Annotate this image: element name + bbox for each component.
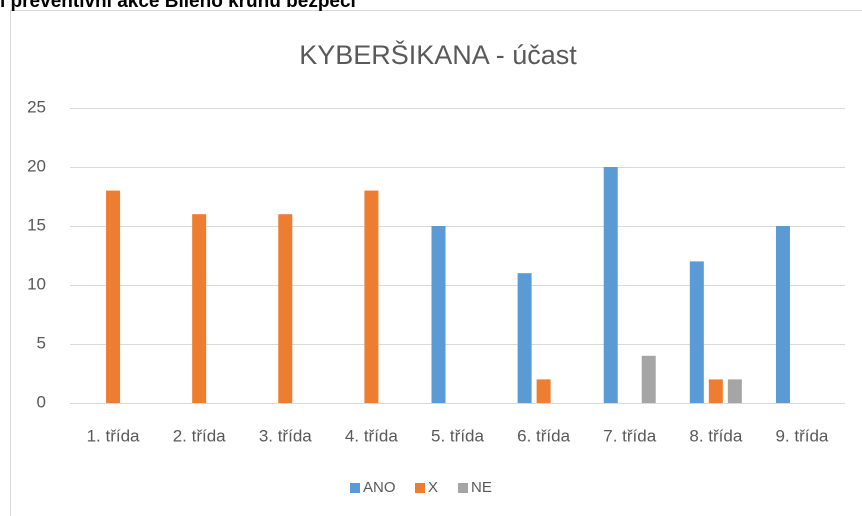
bar xyxy=(641,355,656,403)
bar xyxy=(536,379,551,403)
y-tick-label: 10 xyxy=(27,274,46,293)
legend-swatch xyxy=(415,483,425,493)
y-tick-label: 5 xyxy=(37,333,46,352)
chart-title: KYBERŠIKANA - účast xyxy=(299,39,577,70)
y-tick-label: 0 xyxy=(37,392,46,411)
legend-swatch xyxy=(458,483,468,493)
x-tick-label: 8. třída xyxy=(689,426,742,445)
bar xyxy=(775,226,790,403)
legend-label: NE xyxy=(471,479,492,496)
x-tick-label: 1. třída xyxy=(87,426,140,445)
x-tick-label: 6. třída xyxy=(517,426,570,445)
bar xyxy=(431,226,446,403)
y-tick-label: 25 xyxy=(27,97,46,116)
bar xyxy=(603,167,618,403)
legend-label: ANO xyxy=(363,479,396,496)
bar xyxy=(192,214,207,403)
bar xyxy=(708,379,723,403)
legend-label: X xyxy=(428,479,438,496)
legend-swatch xyxy=(350,483,360,493)
x-tick-label: 5. třída xyxy=(431,426,484,445)
x-tick-label: 9. třída xyxy=(775,426,828,445)
bar xyxy=(689,261,704,403)
bar xyxy=(517,273,532,403)
x-tick-label: 7. třída xyxy=(603,426,656,445)
bar xyxy=(106,190,121,403)
x-tick-label: 3. třída xyxy=(259,426,312,445)
x-tick-label: 2. třída xyxy=(173,426,226,445)
y-tick-label: 20 xyxy=(27,156,46,175)
y-tick-label: 15 xyxy=(27,215,46,234)
bar xyxy=(364,190,379,403)
page-heading: i preventivní akce Bílého kruhu bezpečí xyxy=(0,0,357,12)
x-tick-label: 4. třída xyxy=(345,426,398,445)
bar xyxy=(278,214,293,403)
bar xyxy=(727,379,742,403)
